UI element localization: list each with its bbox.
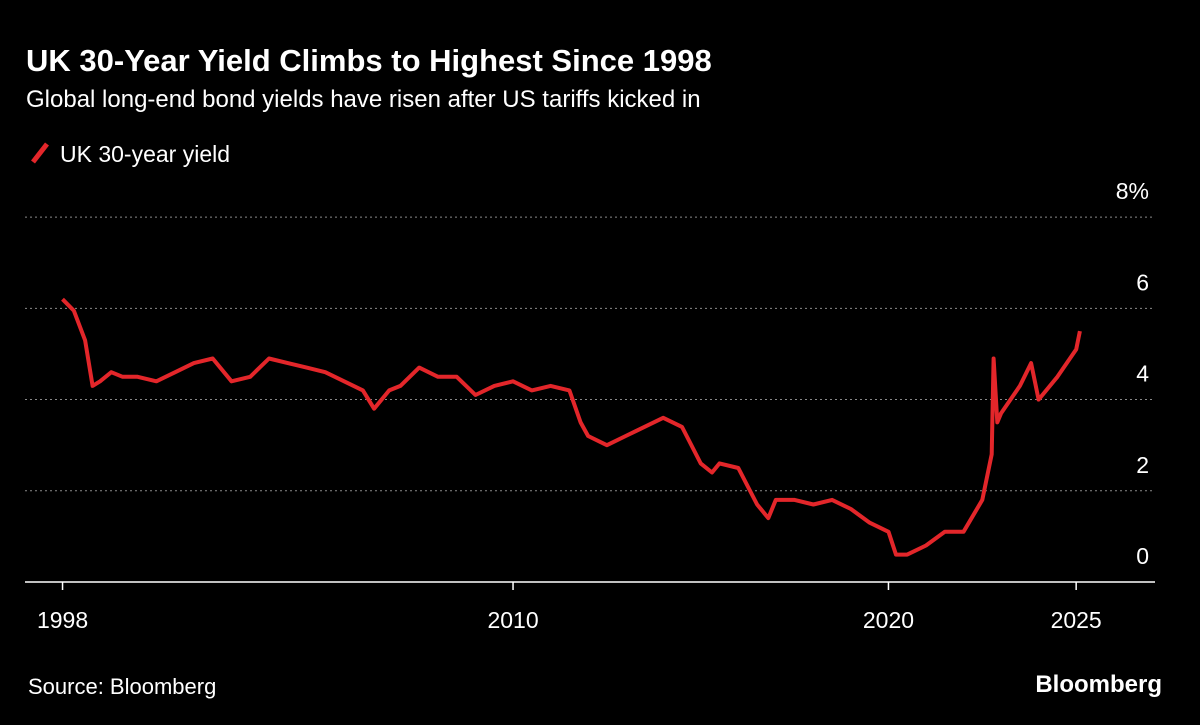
chart-title: UK 30-Year Yield Climbs to Highest Since…	[26, 43, 712, 78]
y-tick-label: 0	[1136, 543, 1149, 569]
legend-marker	[31, 142, 49, 164]
x-tick-label: 2010	[487, 607, 538, 633]
chart-subtitle: Global long-end bond yields have risen a…	[26, 86, 701, 113]
y-tick-label: 8%	[1116, 178, 1149, 204]
legend-label: UK 30-year yield	[60, 141, 230, 167]
data-line	[61, 297, 1082, 557]
y-tick-label: 2	[1136, 452, 1149, 478]
y-tick-label: 4	[1136, 361, 1149, 387]
x-tick-label: 2020	[863, 607, 914, 633]
x-tick-label: 1998	[37, 607, 88, 633]
source: Source: Bloomberg	[28, 674, 216, 699]
x-tick-label: 2025	[1051, 607, 1102, 633]
brand-logo: Bloomberg	[1035, 671, 1162, 698]
y-tick-label: 6	[1136, 269, 1149, 295]
